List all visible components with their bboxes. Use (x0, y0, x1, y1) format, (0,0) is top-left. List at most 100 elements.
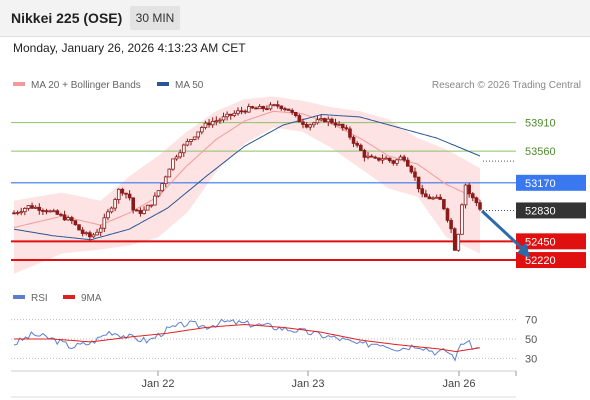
candle-body (438, 196, 443, 200)
ma50-label: MA 50 (175, 80, 204, 91)
candle-body (174, 156, 179, 160)
rsi-9ma-line (14, 323, 481, 353)
candle-body (30, 205, 34, 209)
candle-body (84, 232, 89, 235)
chart-header: Nikkei 225 (OSE) 30 MIN (0, 0, 590, 37)
pivot-label-box (516, 174, 586, 191)
candle-body (474, 197, 479, 204)
candle-body (286, 108, 291, 111)
candle-body (470, 193, 475, 199)
candle-body (405, 159, 410, 167)
candle-body (214, 120, 219, 123)
candle-body (398, 156, 403, 161)
candle-body (124, 192, 128, 195)
candle-body (351, 136, 356, 144)
candle-body (384, 157, 388, 160)
candle-body (210, 121, 215, 126)
candle-body (434, 196, 439, 199)
candle-body (51, 210, 56, 213)
candle-body (315, 119, 320, 124)
candle-body (402, 156, 406, 161)
candle-body (113, 199, 117, 209)
support-label-52450: 52450 (525, 236, 556, 248)
candles-layer (12, 100, 482, 252)
candle-body (340, 123, 345, 129)
candle-body (239, 110, 244, 113)
candle-body (149, 204, 154, 207)
candle-body (98, 227, 103, 233)
candle-body (452, 228, 457, 251)
ma50-swatch (157, 82, 169, 87)
candle-body (297, 115, 302, 123)
candle-body (15, 212, 20, 214)
candle-body (416, 176, 421, 190)
legend-ma50: MA 50 (157, 80, 203, 91)
candle-body (91, 234, 96, 238)
candle-body (44, 210, 49, 213)
resistance-label-53910: 53910 (525, 118, 556, 130)
9ma-label: 9MA (81, 293, 102, 304)
time-tick-label: Jan 26 (442, 378, 475, 390)
candle-body (272, 104, 276, 107)
candle-body (102, 217, 107, 229)
candle-body (153, 195, 157, 206)
candle-body (283, 108, 287, 111)
rsi-tick-50: 50 (525, 334, 537, 346)
candle-body (243, 110, 247, 113)
bollinger-band (14, 96, 480, 274)
candle-body (221, 116, 226, 121)
candle-body (218, 119, 222, 122)
candle-body (189, 139, 193, 142)
candle-body (333, 122, 338, 126)
candle-body (301, 121, 305, 125)
candle-body (69, 217, 74, 222)
chart-datetime: Monday, January 26, 2026 4:13:23 AM CET (13, 41, 246, 55)
candle-body (265, 108, 269, 111)
rsi-swatch (13, 295, 25, 300)
candle-body (348, 128, 352, 138)
current-label-box (516, 202, 586, 219)
rsi-line (13, 318, 479, 362)
bollinger-layer (14, 96, 480, 274)
candle-body (268, 104, 273, 110)
candle-body (142, 209, 146, 214)
candle-body (23, 208, 27, 213)
candle-body (62, 214, 67, 221)
candle-body (106, 211, 110, 219)
candle-body (326, 118, 331, 123)
candle-body (319, 118, 323, 121)
candle-body (337, 123, 341, 126)
candle-body (279, 105, 284, 110)
candle-body (200, 127, 204, 133)
candle-body (312, 122, 316, 126)
rsi-label: RSI (31, 293, 48, 304)
candle-body (456, 233, 461, 251)
candle-body (131, 197, 136, 211)
candle-body (48, 210, 52, 213)
candle-body (355, 143, 359, 146)
candle-body (254, 107, 258, 110)
candle-body (362, 150, 367, 158)
candle-body (467, 184, 471, 195)
candle-body (41, 210, 45, 212)
candle-body (207, 122, 211, 126)
pivot-label-53170: 53170 (525, 178, 556, 190)
candle-body (424, 193, 428, 198)
candle-body (12, 212, 16, 215)
candle-body (380, 158, 385, 161)
candle-body (358, 144, 363, 151)
candle-body (73, 220, 78, 226)
candle-body (387, 157, 392, 162)
candle-body (95, 231, 99, 236)
instrument-title: Nikkei 225 (OSE) (11, 10, 123, 26)
rsi-tick-70: 70 (525, 315, 537, 327)
candle-body (366, 155, 370, 158)
candle-body (463, 184, 468, 206)
candle-body (442, 199, 446, 210)
time-tick-label: Jan 23 (291, 378, 324, 390)
timeframe-button[interactable]: 30 MIN (130, 6, 180, 30)
candle-body (420, 188, 425, 195)
candle-body (80, 229, 85, 234)
ma20-label: MA 20 + Bollinger Bands (31, 80, 141, 91)
